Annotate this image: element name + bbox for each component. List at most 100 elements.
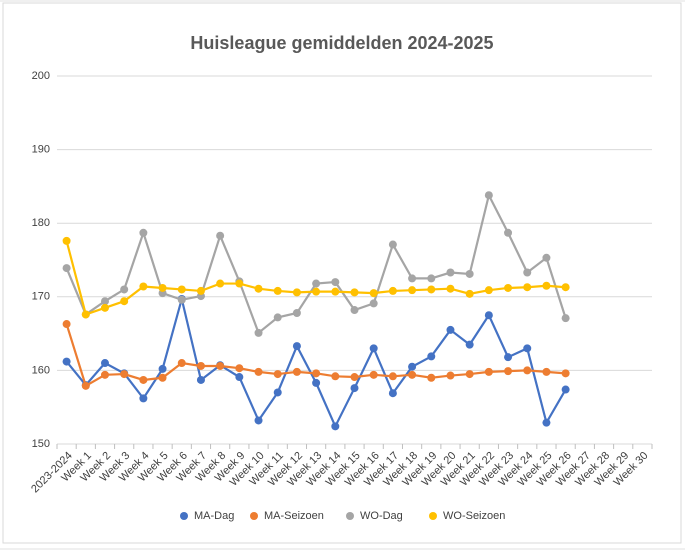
point xyxy=(312,279,321,288)
point xyxy=(388,372,397,381)
point xyxy=(312,378,321,387)
point xyxy=(408,362,417,371)
point xyxy=(465,370,474,379)
point xyxy=(504,353,513,362)
point xyxy=(139,282,148,291)
point xyxy=(504,367,513,376)
point xyxy=(158,364,167,373)
y-tick-label: 170 xyxy=(32,291,50,303)
point xyxy=(331,422,340,431)
point xyxy=(254,367,263,376)
point xyxy=(388,389,397,398)
chart-title: Huisleague gemiddelden 2024-2025 xyxy=(190,33,493,53)
y-tick-label: 150 xyxy=(32,438,50,450)
point xyxy=(216,361,225,370)
point xyxy=(312,287,321,296)
point xyxy=(465,340,474,349)
point xyxy=(216,231,225,240)
point xyxy=(408,274,417,283)
point xyxy=(120,370,129,379)
point xyxy=(331,287,340,296)
point xyxy=(235,364,244,373)
point xyxy=(446,325,455,334)
point xyxy=(292,308,301,317)
point xyxy=(196,361,205,370)
point xyxy=(139,394,148,403)
point xyxy=(542,418,551,427)
y-tick-label: 180 xyxy=(32,217,50,229)
point xyxy=(465,269,474,278)
point xyxy=(427,373,436,382)
point xyxy=(350,373,359,382)
point xyxy=(312,369,321,378)
point xyxy=(561,283,570,292)
point xyxy=(484,367,493,376)
chart-frame xyxy=(2,2,682,544)
point xyxy=(235,373,244,382)
point xyxy=(350,384,359,393)
point xyxy=(561,314,570,323)
point xyxy=(504,283,513,292)
point xyxy=(196,375,205,384)
legend-marker xyxy=(180,512,188,520)
point xyxy=(523,344,532,353)
point xyxy=(81,381,90,390)
legend-label: MA-Seizoen xyxy=(264,510,324,522)
y-tick-label: 190 xyxy=(32,144,50,156)
point xyxy=(369,344,378,353)
point xyxy=(561,369,570,378)
point xyxy=(542,281,551,290)
point xyxy=(484,286,493,295)
point xyxy=(427,285,436,294)
point xyxy=(81,310,90,319)
point xyxy=(62,320,71,329)
point xyxy=(369,370,378,379)
point xyxy=(427,274,436,283)
legend-label: MA-Dag xyxy=(194,510,234,522)
point xyxy=(62,357,71,366)
point xyxy=(273,388,282,397)
point xyxy=(120,297,129,306)
point xyxy=(542,367,551,376)
point xyxy=(158,283,167,292)
point xyxy=(100,370,109,379)
point xyxy=(523,283,532,292)
point xyxy=(177,285,186,294)
point xyxy=(100,303,109,312)
point xyxy=(158,373,167,382)
point xyxy=(350,306,359,315)
point xyxy=(388,286,397,295)
point xyxy=(331,278,340,287)
point xyxy=(504,228,513,237)
legend-label: WO-Seizoen xyxy=(443,510,505,522)
point xyxy=(408,370,417,379)
point xyxy=(484,311,493,320)
point xyxy=(523,366,532,375)
point xyxy=(62,236,71,245)
point xyxy=(446,371,455,380)
point xyxy=(273,313,282,322)
point xyxy=(292,342,301,351)
point xyxy=(100,359,109,368)
point xyxy=(235,279,244,288)
point xyxy=(254,416,263,425)
point xyxy=(216,279,225,288)
point xyxy=(446,268,455,277)
point xyxy=(408,286,417,295)
point xyxy=(369,289,378,298)
point xyxy=(446,284,455,293)
point xyxy=(350,288,359,297)
point xyxy=(139,375,148,384)
point xyxy=(100,297,109,306)
point xyxy=(254,328,263,337)
point xyxy=(120,285,129,294)
legend-marker xyxy=(250,512,258,520)
y-tick-label: 200 xyxy=(32,70,50,82)
legend-label: WO-Dag xyxy=(360,510,403,522)
point xyxy=(369,299,378,308)
point xyxy=(523,268,532,277)
point xyxy=(196,286,205,295)
